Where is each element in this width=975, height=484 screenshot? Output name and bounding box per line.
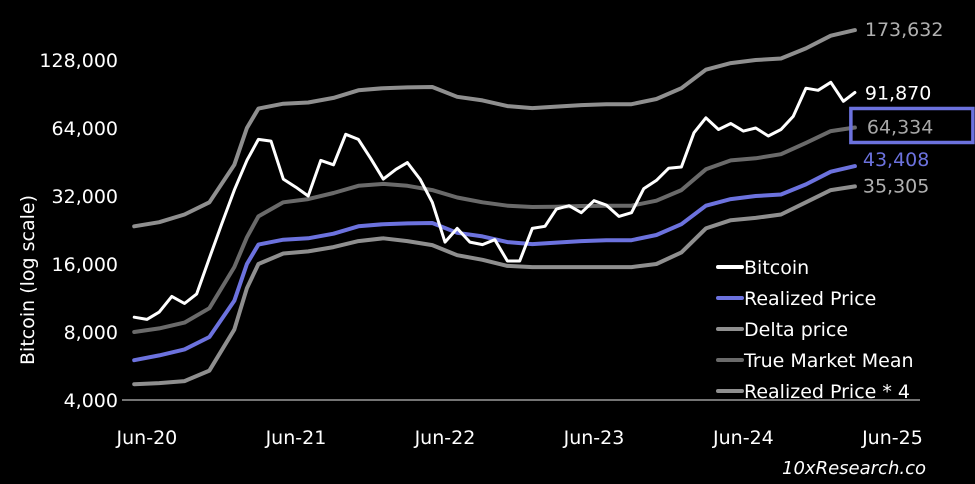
series-line-true-market-mean <box>132 125 857 334</box>
end-label: 35,305 <box>863 175 929 197</box>
y-axis-label: Bitcoin (log scale) <box>17 195 39 365</box>
x-tick-label: Jun-24 <box>712 427 774 449</box>
end-value-labels: 91,870 43,408 35,305 64,334 173,632 <box>863 19 944 197</box>
end-label: 173,632 <box>865 19 944 41</box>
x-tick-label: Jun-25 <box>861 427 923 449</box>
x-axis-ticks: Jun-20 Jun-21 Jun-22 Jun-23 Jun-24 Jun-25 <box>116 427 923 449</box>
series-line-delta-price <box>132 184 857 387</box>
legend-label: Realized Price * 4 <box>744 381 910 403</box>
y-axis-ticks: 4,000 8,000 16,000 32,000 64,000 128,000 <box>39 50 118 412</box>
legend-label: True Market Mean <box>743 350 914 372</box>
end-label: 43,408 <box>863 149 929 171</box>
highlight-box <box>849 106 975 145</box>
legend-label: Realized Price <box>744 288 876 310</box>
x-tick-label: Jun-20 <box>116 427 178 449</box>
y-tick-label: 16,000 <box>52 254 118 276</box>
legend-label: Bitcoin <box>744 257 809 279</box>
x-tick-label: Jun-21 <box>265 427 327 449</box>
series-lines <box>132 28 857 387</box>
series-line-bitcoin <box>132 80 857 321</box>
y-tick-label: 128,000 <box>39 50 118 72</box>
y-tick-label: 8,000 <box>64 322 118 344</box>
legend: Bitcoin Realized Price Delta price True Mar… <box>716 257 914 403</box>
series-line-realized-price-4 <box>132 28 857 229</box>
x-tick-label: Jun-22 <box>414 427 476 449</box>
end-label: 64,334 <box>867 116 933 138</box>
watermark: 10xResearch.co <box>782 458 926 479</box>
end-label: 91,870 <box>865 83 931 105</box>
y-tick-label: 32,000 <box>52 186 118 208</box>
x-tick-label: Jun-23 <box>563 427 625 449</box>
legend-label: Delta price <box>744 319 848 341</box>
series-line-realized-price <box>132 164 857 363</box>
y-tick-label: 4,000 <box>64 390 118 412</box>
y-tick-label: 64,000 <box>52 118 118 140</box>
